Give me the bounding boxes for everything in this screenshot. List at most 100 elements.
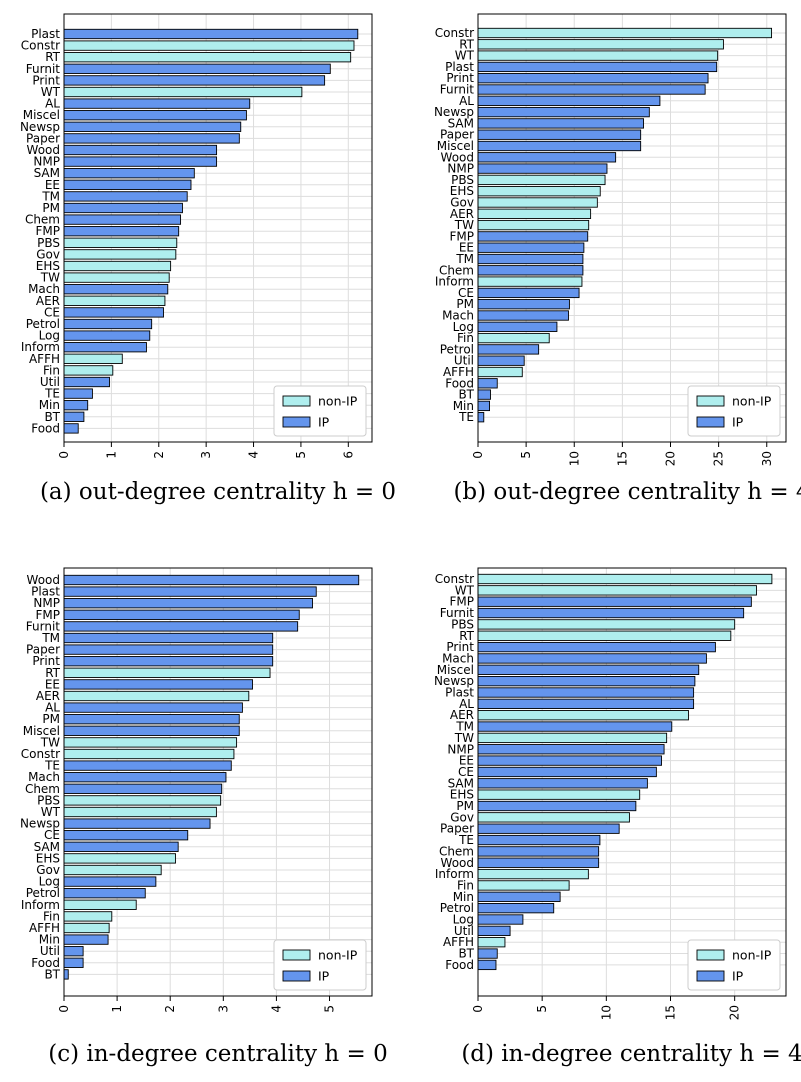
category-label: Miscel bbox=[23, 108, 60, 122]
x-tick-label: 0 bbox=[471, 451, 485, 459]
x-tick-label: 2 bbox=[163, 1005, 177, 1013]
category-label: TE bbox=[458, 833, 474, 847]
category-label: Wood bbox=[441, 856, 474, 870]
category-label: Plast bbox=[31, 585, 60, 599]
category-label: Paper bbox=[440, 128, 474, 142]
bar-constr bbox=[63, 40, 355, 51]
category-label: AL bbox=[45, 701, 60, 715]
chart-panel-2: ConstrRTWTPlastPrintFurnitALNewspSAMPape… bbox=[434, 13, 801, 505]
category-label: Log bbox=[453, 320, 474, 334]
x-tick-label: 3 bbox=[216, 1005, 230, 1013]
bar-min bbox=[477, 891, 561, 902]
category-label: CE bbox=[44, 305, 60, 319]
category-label: Inform bbox=[435, 275, 474, 289]
category-label: Newsp bbox=[434, 105, 474, 119]
bar-min bbox=[477, 400, 491, 412]
category-label: EE bbox=[45, 677, 60, 691]
bar-ce bbox=[477, 287, 580, 299]
bar-nmp bbox=[63, 156, 218, 167]
bar-wt bbox=[63, 806, 217, 818]
category-label: Print bbox=[446, 640, 474, 654]
category-label: Wood bbox=[27, 573, 60, 587]
bar-plast bbox=[63, 28, 359, 40]
bar-paper bbox=[63, 133, 240, 144]
bar-bt bbox=[477, 948, 498, 959]
category-label: SAM bbox=[448, 116, 474, 130]
category-label: NMP bbox=[33, 155, 60, 169]
category-label: AER bbox=[36, 294, 60, 308]
x-tick-label: 1 bbox=[110, 1005, 124, 1013]
x-tick-label: 0 bbox=[57, 1005, 71, 1013]
bar-te bbox=[477, 412, 485, 423]
bar-plast bbox=[477, 687, 695, 698]
bar-food bbox=[63, 423, 79, 434]
category-label: Wood bbox=[27, 143, 60, 157]
chart-panel-1: PlastConstrRTFurnitPrintWTALMiscelNewspP… bbox=[20, 13, 396, 505]
bar-tw bbox=[477, 732, 668, 744]
panel-caption: (a) out-degree centrality h = 0 bbox=[40, 479, 396, 505]
bar-constr bbox=[63, 748, 235, 760]
plot-frame bbox=[477, 567, 787, 997]
x-tick-label: 10 bbox=[599, 1005, 613, 1020]
bar-inform bbox=[477, 868, 589, 880]
bar-ee bbox=[63, 179, 192, 190]
category-label: BT bbox=[458, 947, 474, 961]
bar-petrol bbox=[477, 903, 555, 914]
legend-swatch-ip bbox=[282, 970, 311, 982]
panel-caption: (d) in-degree centrality h = 4 bbox=[461, 1041, 801, 1067]
panel-caption: (b) out-degree centrality h = 4 bbox=[453, 479, 801, 505]
category-label: FMP bbox=[36, 224, 61, 238]
bar-wt bbox=[477, 585, 757, 596]
category-label: Furnit bbox=[26, 619, 61, 633]
bar-gov bbox=[477, 197, 598, 208]
category-label: Util bbox=[40, 375, 60, 389]
bar-aer bbox=[477, 208, 592, 219]
x-tick-label: 5 bbox=[323, 1005, 337, 1013]
bar-aer bbox=[477, 710, 689, 721]
panel-caption: (c) in-degree centrality h = 0 bbox=[48, 1041, 388, 1067]
category-label: Paper bbox=[26, 643, 60, 657]
bar-plast bbox=[63, 586, 317, 597]
category-label: SAM bbox=[448, 776, 474, 790]
bar-log bbox=[477, 321, 558, 332]
category-label: Plast bbox=[445, 60, 474, 74]
category-label: PM bbox=[42, 712, 60, 726]
category-label: Gov bbox=[36, 863, 60, 877]
bar-newsp bbox=[63, 121, 242, 132]
category-label: AFFH bbox=[29, 352, 60, 366]
bar-bt bbox=[63, 411, 85, 422]
category-label: CE bbox=[458, 765, 474, 779]
category-label: Chem bbox=[439, 263, 474, 277]
bar-aer bbox=[63, 690, 250, 702]
plot-frame bbox=[477, 13, 787, 443]
bar-pbs bbox=[63, 795, 222, 806]
bar-min bbox=[63, 934, 109, 945]
bar-mach bbox=[477, 653, 707, 664]
bar-ce bbox=[63, 830, 189, 841]
legend: non-IP IP bbox=[273, 385, 367, 437]
category-label: WT bbox=[41, 805, 61, 819]
category-label: Mach bbox=[28, 282, 60, 296]
category-label: AL bbox=[459, 94, 474, 108]
bar-te bbox=[63, 760, 232, 771]
category-label: AL bbox=[45, 97, 60, 111]
category-label: PBS bbox=[37, 793, 60, 807]
legend-label: non-IP bbox=[318, 394, 358, 409]
category-label: Food bbox=[31, 421, 60, 435]
bar-ehs bbox=[63, 853, 176, 864]
bar-wood bbox=[477, 857, 600, 868]
category-label: Petrol bbox=[440, 342, 474, 356]
bar-petrol bbox=[477, 344, 540, 355]
bar-print bbox=[63, 656, 274, 667]
bar-furnit bbox=[63, 63, 331, 74]
legend-label: non-IP bbox=[732, 394, 772, 409]
category-label: RT bbox=[45, 50, 60, 64]
category-label: Constr bbox=[435, 26, 474, 40]
bar-pbs bbox=[477, 619, 736, 630]
bar-fmp bbox=[477, 231, 589, 242]
bar-ce bbox=[477, 766, 657, 778]
category-label: Gov bbox=[450, 196, 474, 210]
legend-swatch-ip bbox=[696, 416, 725, 428]
category-label: Furnit bbox=[26, 62, 61, 76]
bar-util bbox=[63, 946, 84, 957]
